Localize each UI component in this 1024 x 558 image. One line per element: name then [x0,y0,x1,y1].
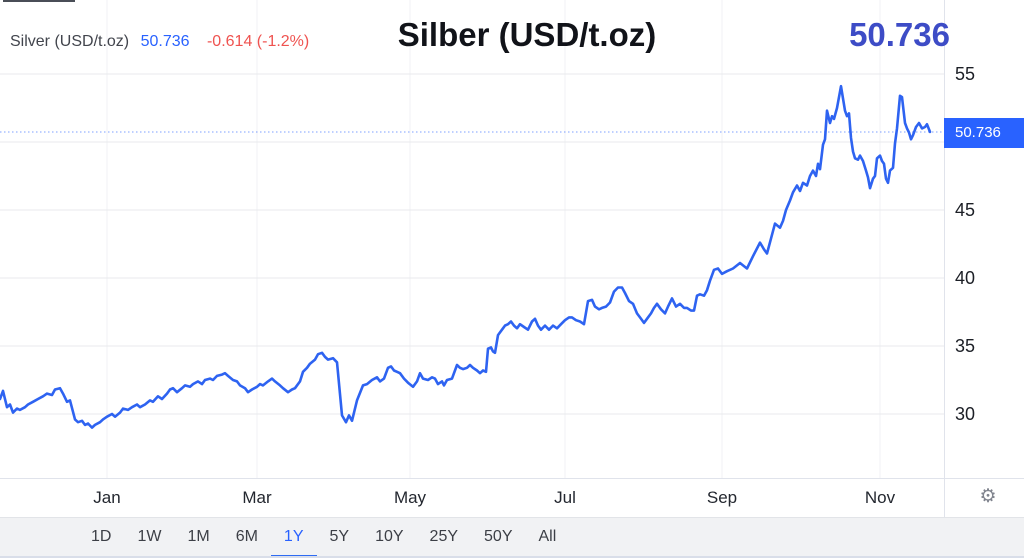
price-axis-label: 40 [955,268,976,288]
range-toolbar: 1D 1W 1M 6M 1Y 5Y 10Y 25Y 50Y All [0,517,1024,558]
price-axis-border [944,0,945,517]
last-price-tag: 50.736 [944,118,1024,148]
range-button-1m[interactable]: 1M [187,528,210,545]
symbol-name: Silver (USD/t.oz) [10,33,130,50]
symbol-change: -0.614 (-1.2%) [206,33,310,50]
time-axis-label: May [393,488,427,507]
range-button-5y[interactable]: 5Y [329,528,350,545]
time-axis-label: Jul [554,488,576,507]
price-chart-plot[interactable] [0,0,944,478]
price-axis-label: 30 [955,404,976,424]
time-axis-border [0,478,1024,479]
price-line-series [0,84,932,429]
range-button-1d[interactable]: 1D [91,528,112,545]
price-axis-label: 35 [955,336,976,356]
widget-bottom-edge [0,556,1024,558]
range-button-all[interactable]: All [538,528,557,545]
range-button-1w[interactable]: 1W [137,528,162,545]
price-axis-label: 55 [955,64,976,84]
range-button-1y[interactable]: 1Y [270,518,317,558]
range-button-25y[interactable]: 25Y [429,528,459,545]
time-axis-label: Mar [242,488,272,507]
price-axis-label: 45 [955,200,976,220]
symbol-last-value: 50.736 [140,33,190,50]
settings-gear-icon[interactable]: ⚙ [979,486,997,507]
range-button-6m[interactable]: 6M [235,528,258,545]
time-axis-label: Jan [93,488,121,507]
range-button-50y[interactable]: 50Y [484,528,513,545]
time-axis-label: Nov [864,488,896,507]
chart-title: Silber (USD/t.oz) [397,16,657,53]
top-left-accent-bar [3,0,75,2]
time-axis-label: Sep [706,488,738,507]
range-button-10y[interactable]: 10Y [375,528,404,545]
symbol-header: Silver (USD/t.oz) 50.736 -0.614 (-1.2%) [10,33,309,51]
big-last-price: 50.736 [849,16,950,53]
